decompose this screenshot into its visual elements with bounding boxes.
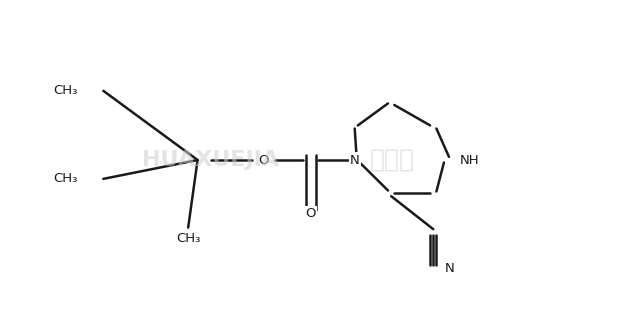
Text: CH₃: CH₃ — [53, 84, 78, 97]
Text: N: N — [350, 154, 359, 166]
Text: O: O — [258, 154, 269, 166]
Text: N: N — [444, 262, 455, 275]
Text: O: O — [306, 207, 316, 220]
Text: CH₃: CH₃ — [176, 232, 200, 245]
Text: HUAXUEJIA: HUAXUEJIA — [141, 150, 279, 170]
Text: 化学加: 化学加 — [370, 148, 415, 172]
Text: NH: NH — [460, 154, 479, 166]
Text: CH₃: CH₃ — [53, 172, 78, 185]
